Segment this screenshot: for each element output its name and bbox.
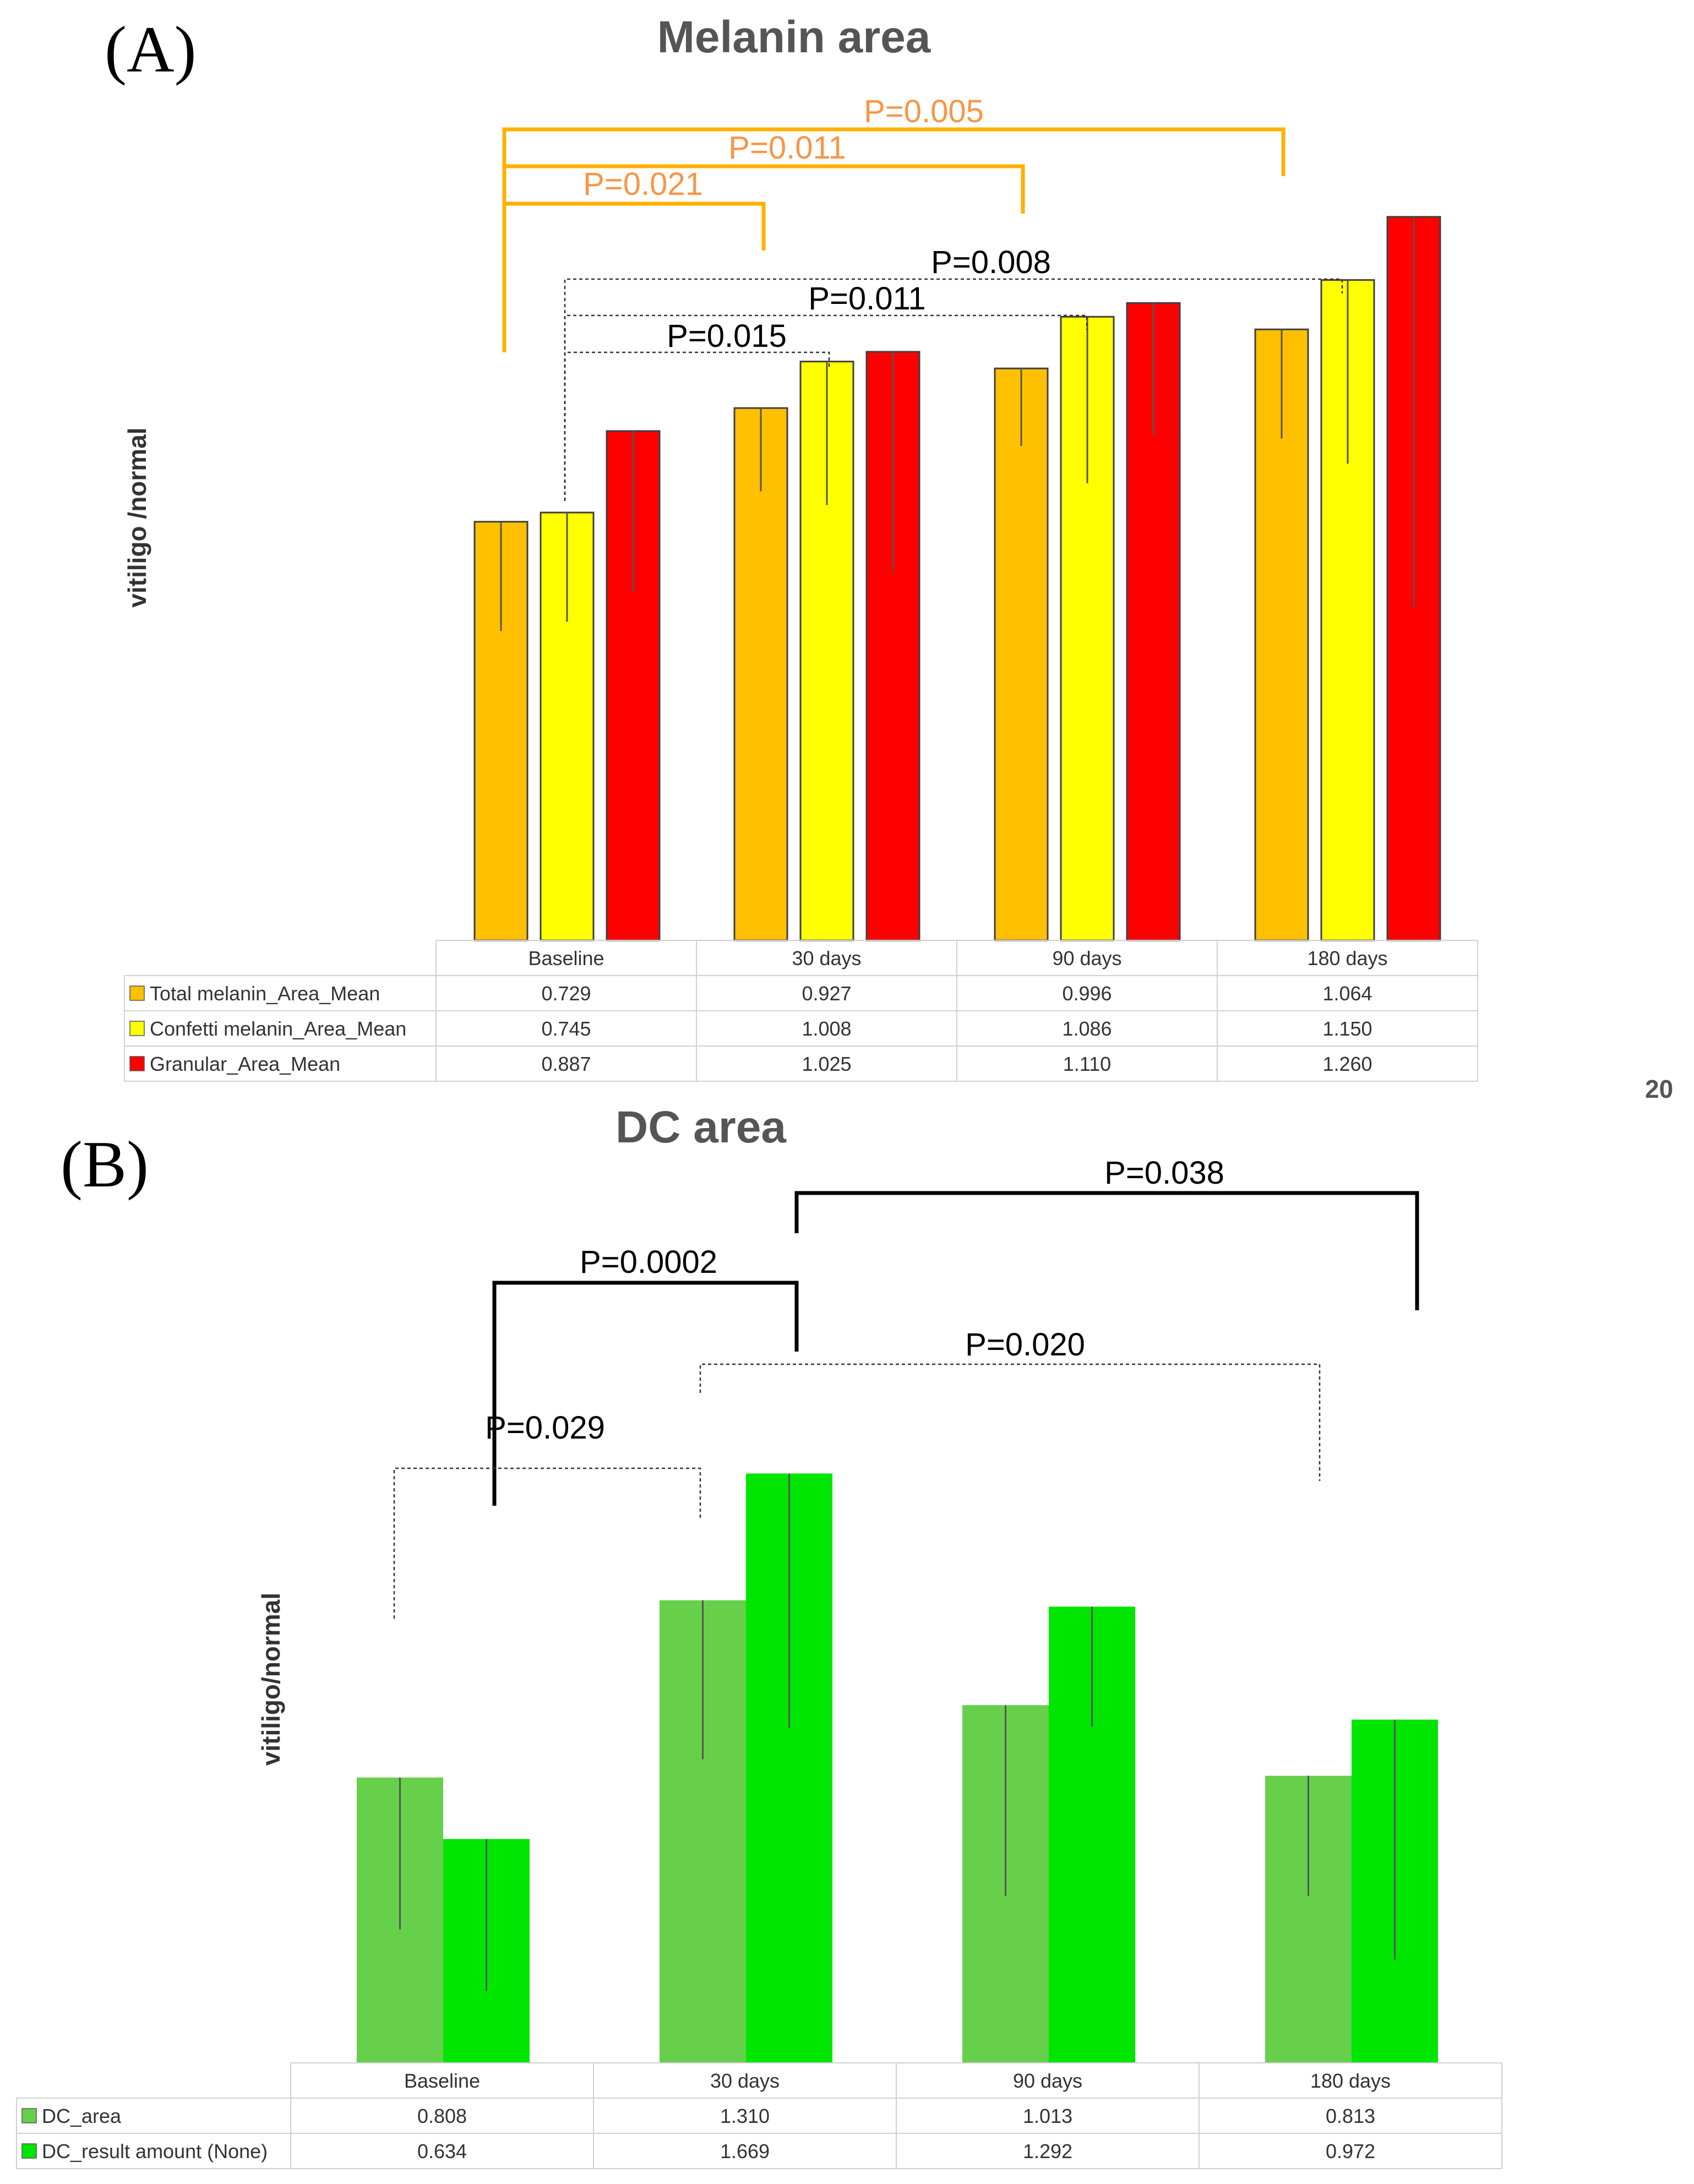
legend-swatch <box>21 2108 37 2123</box>
data-label: 0.927 <box>802 982 851 1005</box>
significance-bracket <box>502 201 766 352</box>
chart-melanin-area: (A) Melanin area vitiligo /normal Baseline 3… <box>105 12 1478 1082</box>
significance-bracket <box>393 1467 701 1619</box>
x-tick-label: 180 days <box>1310 2069 1391 2092</box>
p-value-label: P=0.021 <box>583 166 703 202</box>
p-value-label: P=0.0002 <box>580 1244 717 1280</box>
data-label: 0.996 <box>1062 982 1112 1005</box>
x-tick-label: 90 days <box>1052 947 1121 970</box>
significance-bracket <box>564 278 1343 501</box>
chart-title: DC area <box>615 1102 787 1152</box>
data-label: 1.013 <box>1023 2105 1072 2127</box>
significance-bracket <box>794 1191 1419 1310</box>
p-value-label: P=0.015 <box>667 318 787 354</box>
legend-swatch <box>21 2143 37 2159</box>
data-label: 1.150 <box>1322 1017 1372 1040</box>
y-axis-label: vitiligo /normal <box>123 427 151 607</box>
legend-label: Confetti melanin_Area_Mean <box>150 1017 406 1040</box>
p-value-label: P=0.020 <box>965 1327 1085 1363</box>
data-label: 0.887 <box>541 1053 591 1075</box>
x-tick-label: Baseline <box>404 2069 480 2092</box>
p-value-label: P=0.038 <box>1104 1155 1224 1191</box>
data-label: 1.292 <box>1023 2140 1072 2163</box>
data-label: 0.813 <box>1326 2105 1375 2127</box>
legend-label: DC_result amount (None) <box>42 2140 268 2163</box>
panel-label: (A) <box>105 13 197 86</box>
page-number: 20 <box>1645 1075 1673 1103</box>
data-label: 1.260 <box>1322 1053 1372 1075</box>
significance-bracket <box>492 1281 799 1506</box>
bar <box>994 367 1049 941</box>
data-label: 1.110 <box>1063 1053 1111 1075</box>
data-label: 1.008 <box>802 1017 851 1040</box>
x-tick-label: 30 days <box>792 947 861 970</box>
legend-label: DC_area <box>42 2105 122 2127</box>
legend-label: Total melanin_Area_Mean <box>150 982 380 1005</box>
p-value-label: P=0.011 <box>728 130 846 166</box>
data-label: 0.972 <box>1326 2140 1375 2163</box>
p-value-label: P=0.008 <box>931 244 1051 280</box>
data-label: 0.808 <box>417 2105 467 2127</box>
data-label: 0.745 <box>541 1017 591 1040</box>
significance-bracket <box>699 1363 1321 1481</box>
data-label: 1.025 <box>802 1053 851 1075</box>
data-label: 1.086 <box>1062 1017 1112 1040</box>
p-value-label: P=0.011 <box>808 281 925 317</box>
bar <box>1320 279 1375 941</box>
data-label: 1.669 <box>720 2140 770 2163</box>
legend-label: Granular_Area_Mean <box>150 1053 340 1075</box>
p-value-label: P=0.029 <box>485 1410 605 1446</box>
legend-swatch <box>129 1056 145 1071</box>
chart-title: Melanin area <box>657 12 932 62</box>
legend-swatch <box>129 985 145 1001</box>
significance-bracket <box>564 351 830 501</box>
x-tick-label: 30 days <box>710 2069 780 2092</box>
legend-swatch <box>129 1021 145 1036</box>
p-value-label: P=0.005 <box>864 94 984 129</box>
chart-dc-area: (B) DC area vitiligo/normal Baseline 30 days… <box>16 1102 1502 2169</box>
data-label: 0.729 <box>541 982 591 1005</box>
x-tick-label: 180 days <box>1307 947 1387 970</box>
panel-label: (B) <box>61 1128 149 1201</box>
data-label: 0.634 <box>417 2140 467 2163</box>
bar <box>733 407 788 941</box>
x-tick-label: Baseline <box>528 947 604 970</box>
data-label: 1.310 <box>720 2105 770 2127</box>
x-tick-label: 90 days <box>1013 2069 1082 2092</box>
y-axis-label: vitiligo/normal <box>257 1593 285 1766</box>
data-label: 1.064 <box>1322 982 1372 1005</box>
